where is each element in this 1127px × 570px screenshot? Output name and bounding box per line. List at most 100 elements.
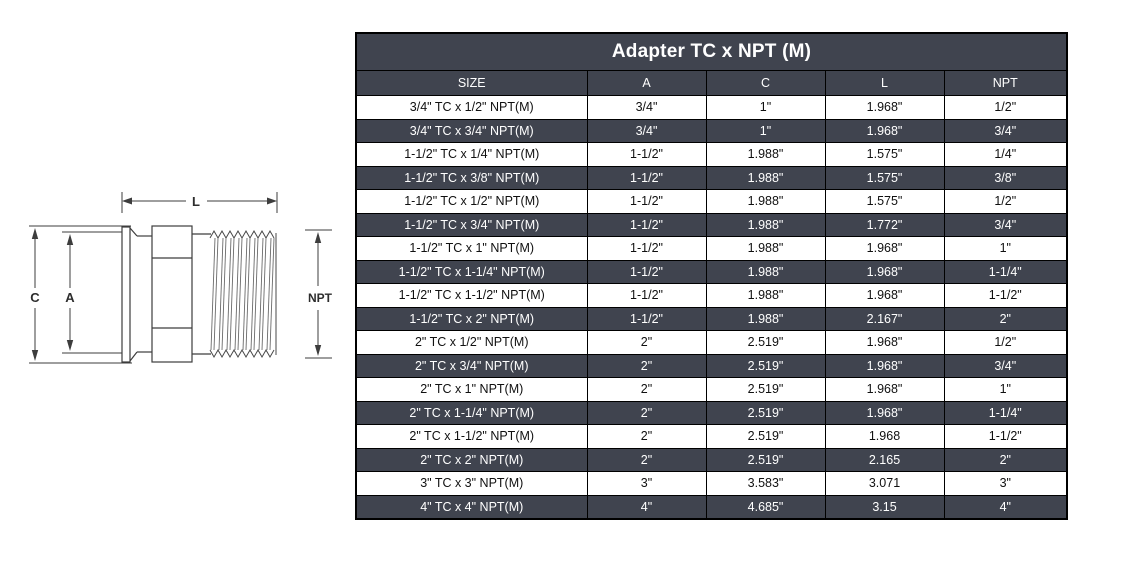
table-cell: 1.575": [824, 165, 945, 190]
table-cell: 1.968": [824, 259, 945, 284]
table-cell: 3.583": [705, 471, 826, 496]
table-title: Adapter TC x NPT (M): [355, 32, 1068, 71]
dimension-a: A: [62, 231, 122, 354]
table-cell: 2" TC x 3/4" NPT(M): [355, 353, 588, 378]
column-header-a: A: [586, 70, 707, 96]
table-cell: 2" TC x 1" NPT(M): [355, 377, 588, 402]
table-cell: 1.988": [705, 142, 826, 167]
table-cell: 2.519": [705, 400, 826, 425]
table-cell: 2.519": [705, 424, 826, 449]
table-cell: 2": [586, 447, 707, 472]
table-cell: 2.519": [705, 377, 826, 402]
table-cell: 1-1/2" TC x 1-1/2" NPT(M): [355, 283, 588, 308]
table-cell: 1.988": [705, 212, 826, 237]
dim-label-l: L: [192, 194, 200, 209]
table-cell: 2": [586, 330, 707, 355]
table-cell: 1/4": [943, 142, 1068, 167]
table-cell: 3/4": [943, 118, 1068, 143]
table-cell: 1.968: [824, 424, 945, 449]
table-cell: 2.167": [824, 306, 945, 331]
table-cell: 1-1/2" TC x 1" NPT(M): [355, 236, 588, 261]
table-cell: 2": [586, 353, 707, 378]
table-cell: 2": [586, 424, 707, 449]
table-cell: 2.519": [705, 447, 826, 472]
table-cell: 1-1/2": [586, 189, 707, 214]
table-cell: 1-1/2" TC x 1/2" NPT(M): [355, 189, 588, 214]
table-row: 1-1/2" TC x 3/8" NPT(M) 1-1/2" 1.988" 1.575…: [355, 165, 1068, 190]
table-cell: 1.968": [824, 377, 945, 402]
table-cell: 1-1/2": [586, 306, 707, 331]
table-cell: 2" TC x 1-1/4" NPT(M): [355, 400, 588, 425]
table-cell: 1.968": [824, 353, 945, 378]
table-cell: 2": [586, 400, 707, 425]
table-cell: 1.988": [705, 189, 826, 214]
table-cell: 1/2": [943, 95, 1068, 120]
table-cell: 1.988": [705, 259, 826, 284]
table-row: 3/4" TC x 1/2" NPT(M) 3/4" 1" 1.968" 1/2": [355, 95, 1068, 120]
adapter-technical-drawing: L C A: [10, 185, 355, 385]
table-row: 4" TC x 4" NPT(M) 4" 4.685" 3.15 4": [355, 494, 1068, 520]
adapter-body-outline: [121, 225, 211, 363]
table-cell: 4.685": [705, 494, 826, 520]
adapter-drawing-svg: L C A: [29, 192, 333, 364]
table-cell: 1.968": [824, 95, 945, 120]
table-cell: 1.988": [705, 236, 826, 261]
table-row: 2" TC x 1-1/4" NPT(M) 2" 2.519" 1.968" 1-1/4…: [355, 400, 1068, 425]
table-cell: 1-1/4": [943, 400, 1068, 425]
table-cell: 1.968": [824, 118, 945, 143]
table-row: 3/4" TC x 3/4" NPT(M) 3/4" 1" 1.968" 3/4": [355, 118, 1068, 143]
table-cell: 1-1/2": [943, 283, 1068, 308]
table-row: 2" TC x 2" NPT(M) 2" 2.519" 2.165 2": [355, 447, 1068, 472]
spec-table-container: Adapter TC x NPT (M) SIZE A C L NPT 3/4" TC …: [355, 32, 1069, 520]
table-row: 3" TC x 3" NPT(M) 3" 3.583" 3.071 3": [355, 471, 1068, 496]
table-cell: 4": [943, 494, 1068, 520]
table-cell: 1.988": [705, 165, 826, 190]
table-cell: 1": [705, 118, 826, 143]
table-cell: 1-1/2": [586, 236, 707, 261]
table-cell: 3" TC x 3" NPT(M): [355, 471, 588, 496]
column-header-l: L: [824, 70, 945, 96]
table-cell: 4" TC x 4" NPT(M): [355, 494, 588, 520]
table-row: 2" TC x 1/2" NPT(M) 2" 2.519" 1.968" 1/2": [355, 330, 1068, 355]
table-cell: 2.519": [705, 353, 826, 378]
table-row: 1-1/2" TC x 1/4" NPT(M) 1-1/2" 1.988" 1.575…: [355, 142, 1068, 167]
table-cell: 2": [943, 306, 1068, 331]
table-cell: 3.071: [824, 471, 945, 496]
table-cell: 3/4": [943, 212, 1068, 237]
table-cell: 1/2": [943, 330, 1068, 355]
table-row: 1-1/2" TC x 2" NPT(M) 1-1/2" 1.988" 2.167" 2…: [355, 306, 1068, 331]
dimension-npt: NPT: [305, 229, 333, 359]
npt-thread-section: [209, 229, 277, 359]
table-cell: 1.575": [824, 189, 945, 214]
table-cell: 1-1/2": [943, 424, 1068, 449]
table-cell: 2.165: [824, 447, 945, 472]
dim-label-c: C: [30, 290, 40, 305]
table-row: 1-1/2" TC x 3/4" NPT(M) 1-1/2" 1.988" 1.772…: [355, 212, 1068, 237]
table-cell: 3/4": [943, 353, 1068, 378]
dim-label-a: A: [65, 290, 75, 305]
table-cell: 3/8": [943, 165, 1068, 190]
table-cell: 1-1/2": [586, 212, 707, 237]
table-row: 1-1/2" TC x 1-1/4" NPT(M) 1-1/2" 1.988" 1.9…: [355, 259, 1068, 284]
dim-label-npt: NPT: [308, 291, 333, 305]
table-cell: 3/4": [586, 118, 707, 143]
table-cell: 2.519": [705, 330, 826, 355]
table-cell: 3": [943, 471, 1068, 496]
table-row: 2" TC x 3/4" NPT(M) 2" 2.519" 1.968" 3/4": [355, 353, 1068, 378]
adapter-spec-table: Adapter TC x NPT (M) SIZE A C L NPT 3/4" TC …: [355, 32, 1069, 520]
dimension-l: L: [121, 192, 278, 213]
table-cell: 1-1/2" TC x 3/8" NPT(M): [355, 165, 588, 190]
table-cell: 3.15: [824, 494, 945, 520]
table-cell: 1-1/2" TC x 3/4" NPT(M): [355, 212, 588, 237]
table-cell: 1/2": [943, 189, 1068, 214]
table-cell: 2": [586, 377, 707, 402]
table-cell: 1.988": [705, 283, 826, 308]
column-header-c: C: [705, 70, 826, 96]
table-cell: 1": [943, 236, 1068, 261]
table-cell: 1.968": [824, 236, 945, 261]
table-cell: 1.968": [824, 400, 945, 425]
table-cell: 3/4" TC x 3/4" NPT(M): [355, 118, 588, 143]
table-row: 2" TC x 1-1/2" NPT(M) 2" 2.519" 1.968 1-1/2": [355, 424, 1068, 449]
thread-hatch-lines: [210, 237, 275, 351]
table-cell: 1-1/2" TC x 1-1/4" NPT(M): [355, 259, 588, 284]
